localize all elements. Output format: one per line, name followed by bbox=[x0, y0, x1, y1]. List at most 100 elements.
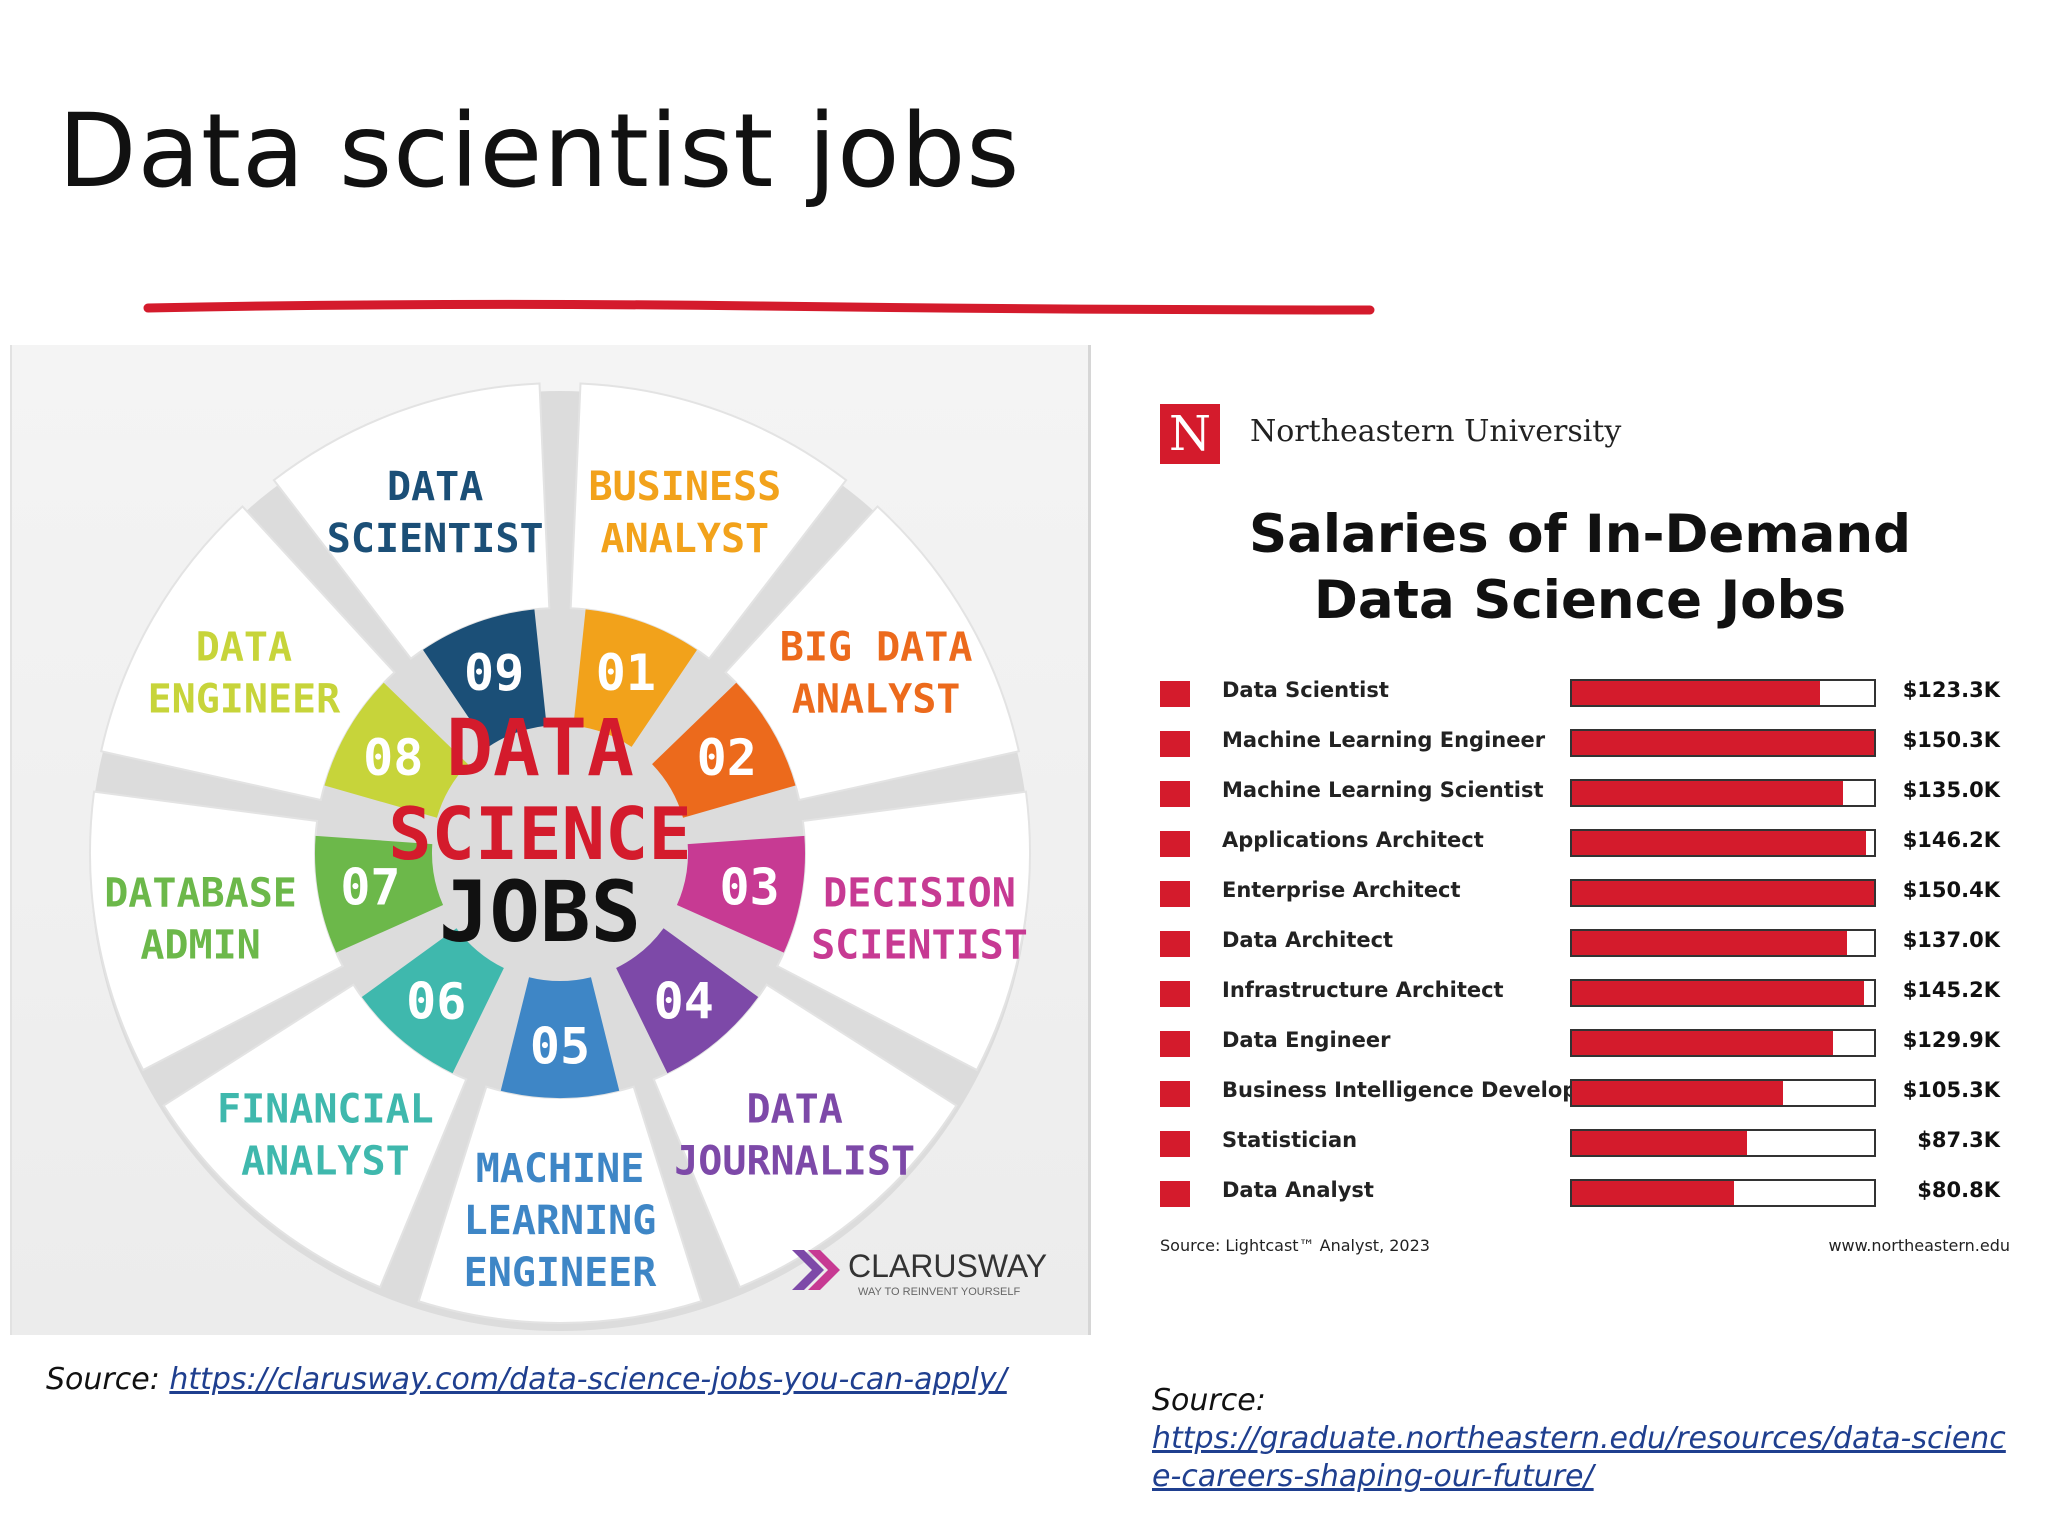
legend-swatch bbox=[1160, 931, 1190, 957]
segment-label: ANALYST bbox=[241, 1139, 410, 1185]
legend-swatch bbox=[1160, 831, 1190, 857]
brand-name: CLARUSWAY bbox=[848, 1248, 1047, 1284]
salary-value: $129.9K bbox=[1902, 1028, 2000, 1052]
segment-number-tab bbox=[361, 928, 504, 1074]
salary-value: $123.3K bbox=[1902, 678, 2000, 702]
salary-row: Data Engineer $129.9K bbox=[1160, 1020, 2010, 1070]
job-title: Machine Learning Scientist bbox=[1222, 778, 1544, 802]
salaries-title-line1: Salaries of In-Demand bbox=[1248, 504, 1912, 565]
salary-bar bbox=[1572, 681, 1820, 705]
legend-swatch bbox=[1160, 1131, 1190, 1157]
northeastern-link[interactable]: https://graduate.northeastern.edu/resour… bbox=[1152, 1421, 2006, 1494]
segment-number: 03 bbox=[719, 858, 779, 916]
salary-bar-track bbox=[1570, 1129, 1876, 1157]
salary-value: $80.8K bbox=[1917, 1178, 2000, 1202]
salary-row: Machine Learning Engineer $150.3K bbox=[1160, 720, 2010, 770]
job-title: Data Analyst bbox=[1222, 1178, 1374, 1202]
salary-bar-track bbox=[1570, 829, 1876, 857]
job-title: Data Engineer bbox=[1222, 1028, 1391, 1052]
chart-url: www.northeastern.edu bbox=[1828, 1236, 2010, 1255]
salary-value: $87.3K bbox=[1917, 1128, 2000, 1152]
segment-number: 05 bbox=[530, 1018, 590, 1076]
left-source-prefix: Source: bbox=[46, 1362, 170, 1397]
segment-label: LEARNING bbox=[464, 1198, 657, 1244]
salary-bar bbox=[1572, 1181, 1735, 1205]
segment-label: ENGINEER bbox=[148, 677, 342, 723]
segment-number-tab bbox=[324, 682, 468, 818]
salary-bar bbox=[1572, 731, 1874, 755]
job-title: Infrastructure Architect bbox=[1222, 978, 1504, 1002]
salary-row: Statistician $87.3K bbox=[1160, 1120, 2010, 1170]
segment-number-tab bbox=[500, 977, 620, 1098]
legend-swatch bbox=[1160, 981, 1190, 1007]
salary-bar bbox=[1572, 1081, 1784, 1105]
salary-bar bbox=[1572, 1131, 1748, 1155]
legend-swatch bbox=[1160, 881, 1190, 907]
salary-bar bbox=[1572, 881, 1874, 905]
segment-number: 02 bbox=[697, 729, 757, 787]
segment-label: ANALYST bbox=[601, 516, 770, 562]
clarusway-link[interactable]: https://clarusway.com/data-science-jobs-… bbox=[169, 1362, 1007, 1397]
salary-row: Machine Learning Scientist $135.0K bbox=[1160, 770, 2010, 820]
brand-tagline: WAY TO REINVENT YOURSELF bbox=[858, 1286, 1020, 1298]
segment-label: BIG DATA bbox=[780, 625, 973, 671]
salary-bar bbox=[1572, 931, 1848, 955]
salaries-title-line2: Data Science Jobs bbox=[1313, 570, 1847, 631]
chart-source: Source: Lightcast™ Analyst, 2023 bbox=[1160, 1236, 1430, 1255]
salary-row: Business Intelligence Developer $105.3K bbox=[1160, 1070, 2010, 1120]
salary-bar bbox=[1572, 981, 1864, 1005]
segment-label: SCIENTIST bbox=[811, 922, 1028, 968]
segment-number-tab bbox=[652, 682, 796, 818]
segment-number: 07 bbox=[340, 858, 400, 916]
job-title: Machine Learning Engineer bbox=[1222, 728, 1546, 752]
salary-bar-track bbox=[1570, 979, 1876, 1007]
salary-bar-track bbox=[1570, 1029, 1876, 1057]
right-source-prefix: Source: bbox=[1152, 1383, 1266, 1418]
legend-swatch bbox=[1160, 781, 1190, 807]
slide-title: Data scientist jobs bbox=[58, 92, 1021, 211]
salary-value: $135.0K bbox=[1902, 778, 2000, 802]
salary-bar-track bbox=[1570, 779, 1876, 807]
wheel-center-title: JOBS bbox=[439, 863, 641, 961]
salary-value: $150.4K bbox=[1902, 878, 2000, 902]
segment-number-tab bbox=[573, 609, 698, 747]
salaries-title: Salaries of In-Demand Data Science Jobs bbox=[1150, 502, 2010, 634]
right-source: Source: https://graduate.northeastern.ed… bbox=[1152, 1382, 2012, 1496]
salary-row: Infrastructure Architect $145.2K bbox=[1160, 970, 2010, 1020]
salary-bar-track bbox=[1570, 929, 1876, 957]
segment-number: 06 bbox=[406, 972, 466, 1030]
segment-number: 01 bbox=[596, 644, 656, 702]
segment-label: ANALYST bbox=[792, 677, 961, 723]
title-underline bbox=[143, 299, 1375, 315]
salary-row: Enterprise Architect $150.4K bbox=[1160, 870, 2010, 920]
legend-swatch bbox=[1160, 1031, 1190, 1057]
legend-swatch bbox=[1160, 731, 1190, 757]
segment-label: ADMIN bbox=[140, 922, 260, 968]
segment-label: ENGINEER bbox=[464, 1250, 658, 1296]
job-title: Applications Architect bbox=[1222, 828, 1484, 852]
segment-label: SCIENTIST bbox=[327, 516, 544, 562]
segment-number-tab bbox=[315, 835, 444, 953]
legend-swatch bbox=[1160, 1181, 1190, 1207]
salary-row: Data Analyst $80.8K bbox=[1160, 1170, 2010, 1220]
segment-label: DATABASE bbox=[104, 870, 297, 916]
segment-number-tab bbox=[676, 835, 805, 953]
segment-number-tab bbox=[422, 609, 547, 747]
salary-row: Data Architect $137.0K bbox=[1160, 920, 2010, 970]
salary-value: $105.3K bbox=[1902, 1078, 2000, 1102]
wheel-center-title: SCIENCE bbox=[388, 792, 691, 876]
salary-bar-track bbox=[1570, 879, 1876, 907]
salary-row: Applications Architect $146.2K bbox=[1160, 820, 2010, 870]
segment-label: BUSINESS bbox=[589, 464, 782, 510]
salary-value: $137.0K bbox=[1902, 928, 2000, 952]
segment-label: DATA bbox=[387, 464, 483, 510]
salary-value: $150.3K bbox=[1902, 728, 2000, 752]
salary-value: $146.2K bbox=[1902, 828, 2000, 852]
salary-value: $145.2K bbox=[1902, 978, 2000, 1002]
legend-swatch bbox=[1160, 1081, 1190, 1107]
salary-row: Data Scientist $123.3K bbox=[1160, 670, 2010, 720]
salary-bar-track bbox=[1570, 1179, 1876, 1207]
wheel-center-title: DATA bbox=[446, 704, 634, 794]
segment-label: DATA bbox=[196, 625, 292, 671]
segment-number: 08 bbox=[363, 729, 423, 787]
